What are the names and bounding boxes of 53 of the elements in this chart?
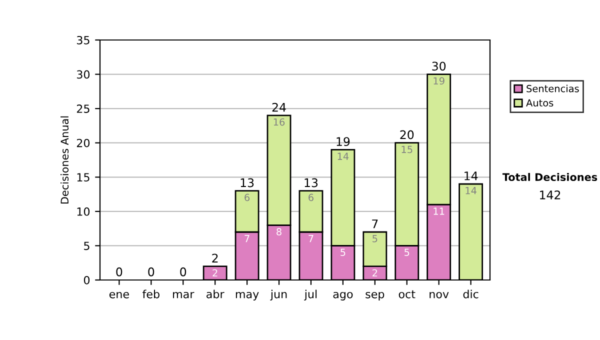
data-label: 7: [308, 235, 314, 242]
data-label: 15: [402, 146, 412, 154]
x-tick-label: ago: [333, 292, 353, 300]
data-label: 14: [338, 152, 349, 160]
data-label: 2: [372, 269, 378, 276]
x-tick-label: oct: [398, 290, 416, 298]
data-label: 19: [434, 77, 444, 85]
y-tick-label: 30: [76, 70, 90, 79]
x-tick-label: mar: [173, 292, 194, 298]
total-label: 19: [336, 137, 350, 146]
total-label: 0: [180, 267, 186, 276]
total-label: 13: [304, 178, 318, 188]
legend-label: Autos: [526, 99, 554, 107]
x-tick-label: nov: [430, 292, 449, 298]
y-tick-label: 5: [84, 242, 90, 250]
text: Total Decisiones: [502, 172, 598, 182]
y-tick-label: 20: [76, 138, 90, 148]
data-label: 6: [308, 194, 314, 202]
data-label: 5: [372, 235, 378, 242]
total-label: 7: [372, 220, 378, 228]
data-label: 2: [212, 269, 218, 276]
y-axis-title: Decisiones Anual: [60, 116, 69, 204]
x-tick-label: feb: [142, 290, 160, 298]
total-label: 20: [400, 130, 414, 140]
x-tick-label: may: [236, 292, 259, 300]
data-label: 5: [404, 248, 410, 256]
total-label: 30: [432, 62, 446, 71]
y-tick-label: 15: [77, 173, 90, 182]
x-tick-label: jun: [270, 290, 287, 300]
y-tick-label: 35: [76, 36, 90, 44]
data-label: 7: [244, 235, 250, 242]
legend-label: Sentencias: [526, 84, 579, 92]
total-label: 0: [148, 267, 154, 276]
x-tick-label: dic: [463, 290, 478, 298]
total-label: 24: [272, 102, 286, 112]
y-tick-label: 0: [84, 276, 90, 284]
data-label: 14: [466, 187, 476, 194]
data-label: 11: [434, 208, 444, 215]
data-label: 6: [244, 194, 250, 202]
y-tick-label: 10: [77, 207, 90, 216]
text: 142: [540, 190, 560, 200]
data-label: 8: [276, 228, 282, 236]
data-label: 16: [274, 118, 285, 126]
total-label: 2: [212, 254, 218, 262]
x-tick-label: abr: [206, 290, 224, 298]
data-label: 5: [340, 248, 346, 256]
x-tick-label: ene: [109, 292, 129, 298]
x-tick-label: jul: [304, 290, 317, 300]
total-label: 13: [240, 178, 254, 188]
x-tick-label: sep: [366, 292, 384, 300]
total-label: 14: [464, 172, 478, 180]
total-label: 0: [116, 267, 122, 276]
y-tick-label: 25: [76, 104, 90, 113]
